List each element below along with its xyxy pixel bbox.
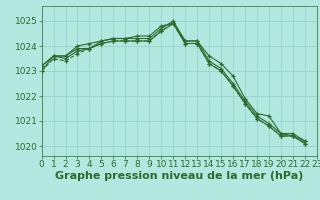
X-axis label: Graphe pression niveau de la mer (hPa): Graphe pression niveau de la mer (hPa): [55, 171, 303, 181]
